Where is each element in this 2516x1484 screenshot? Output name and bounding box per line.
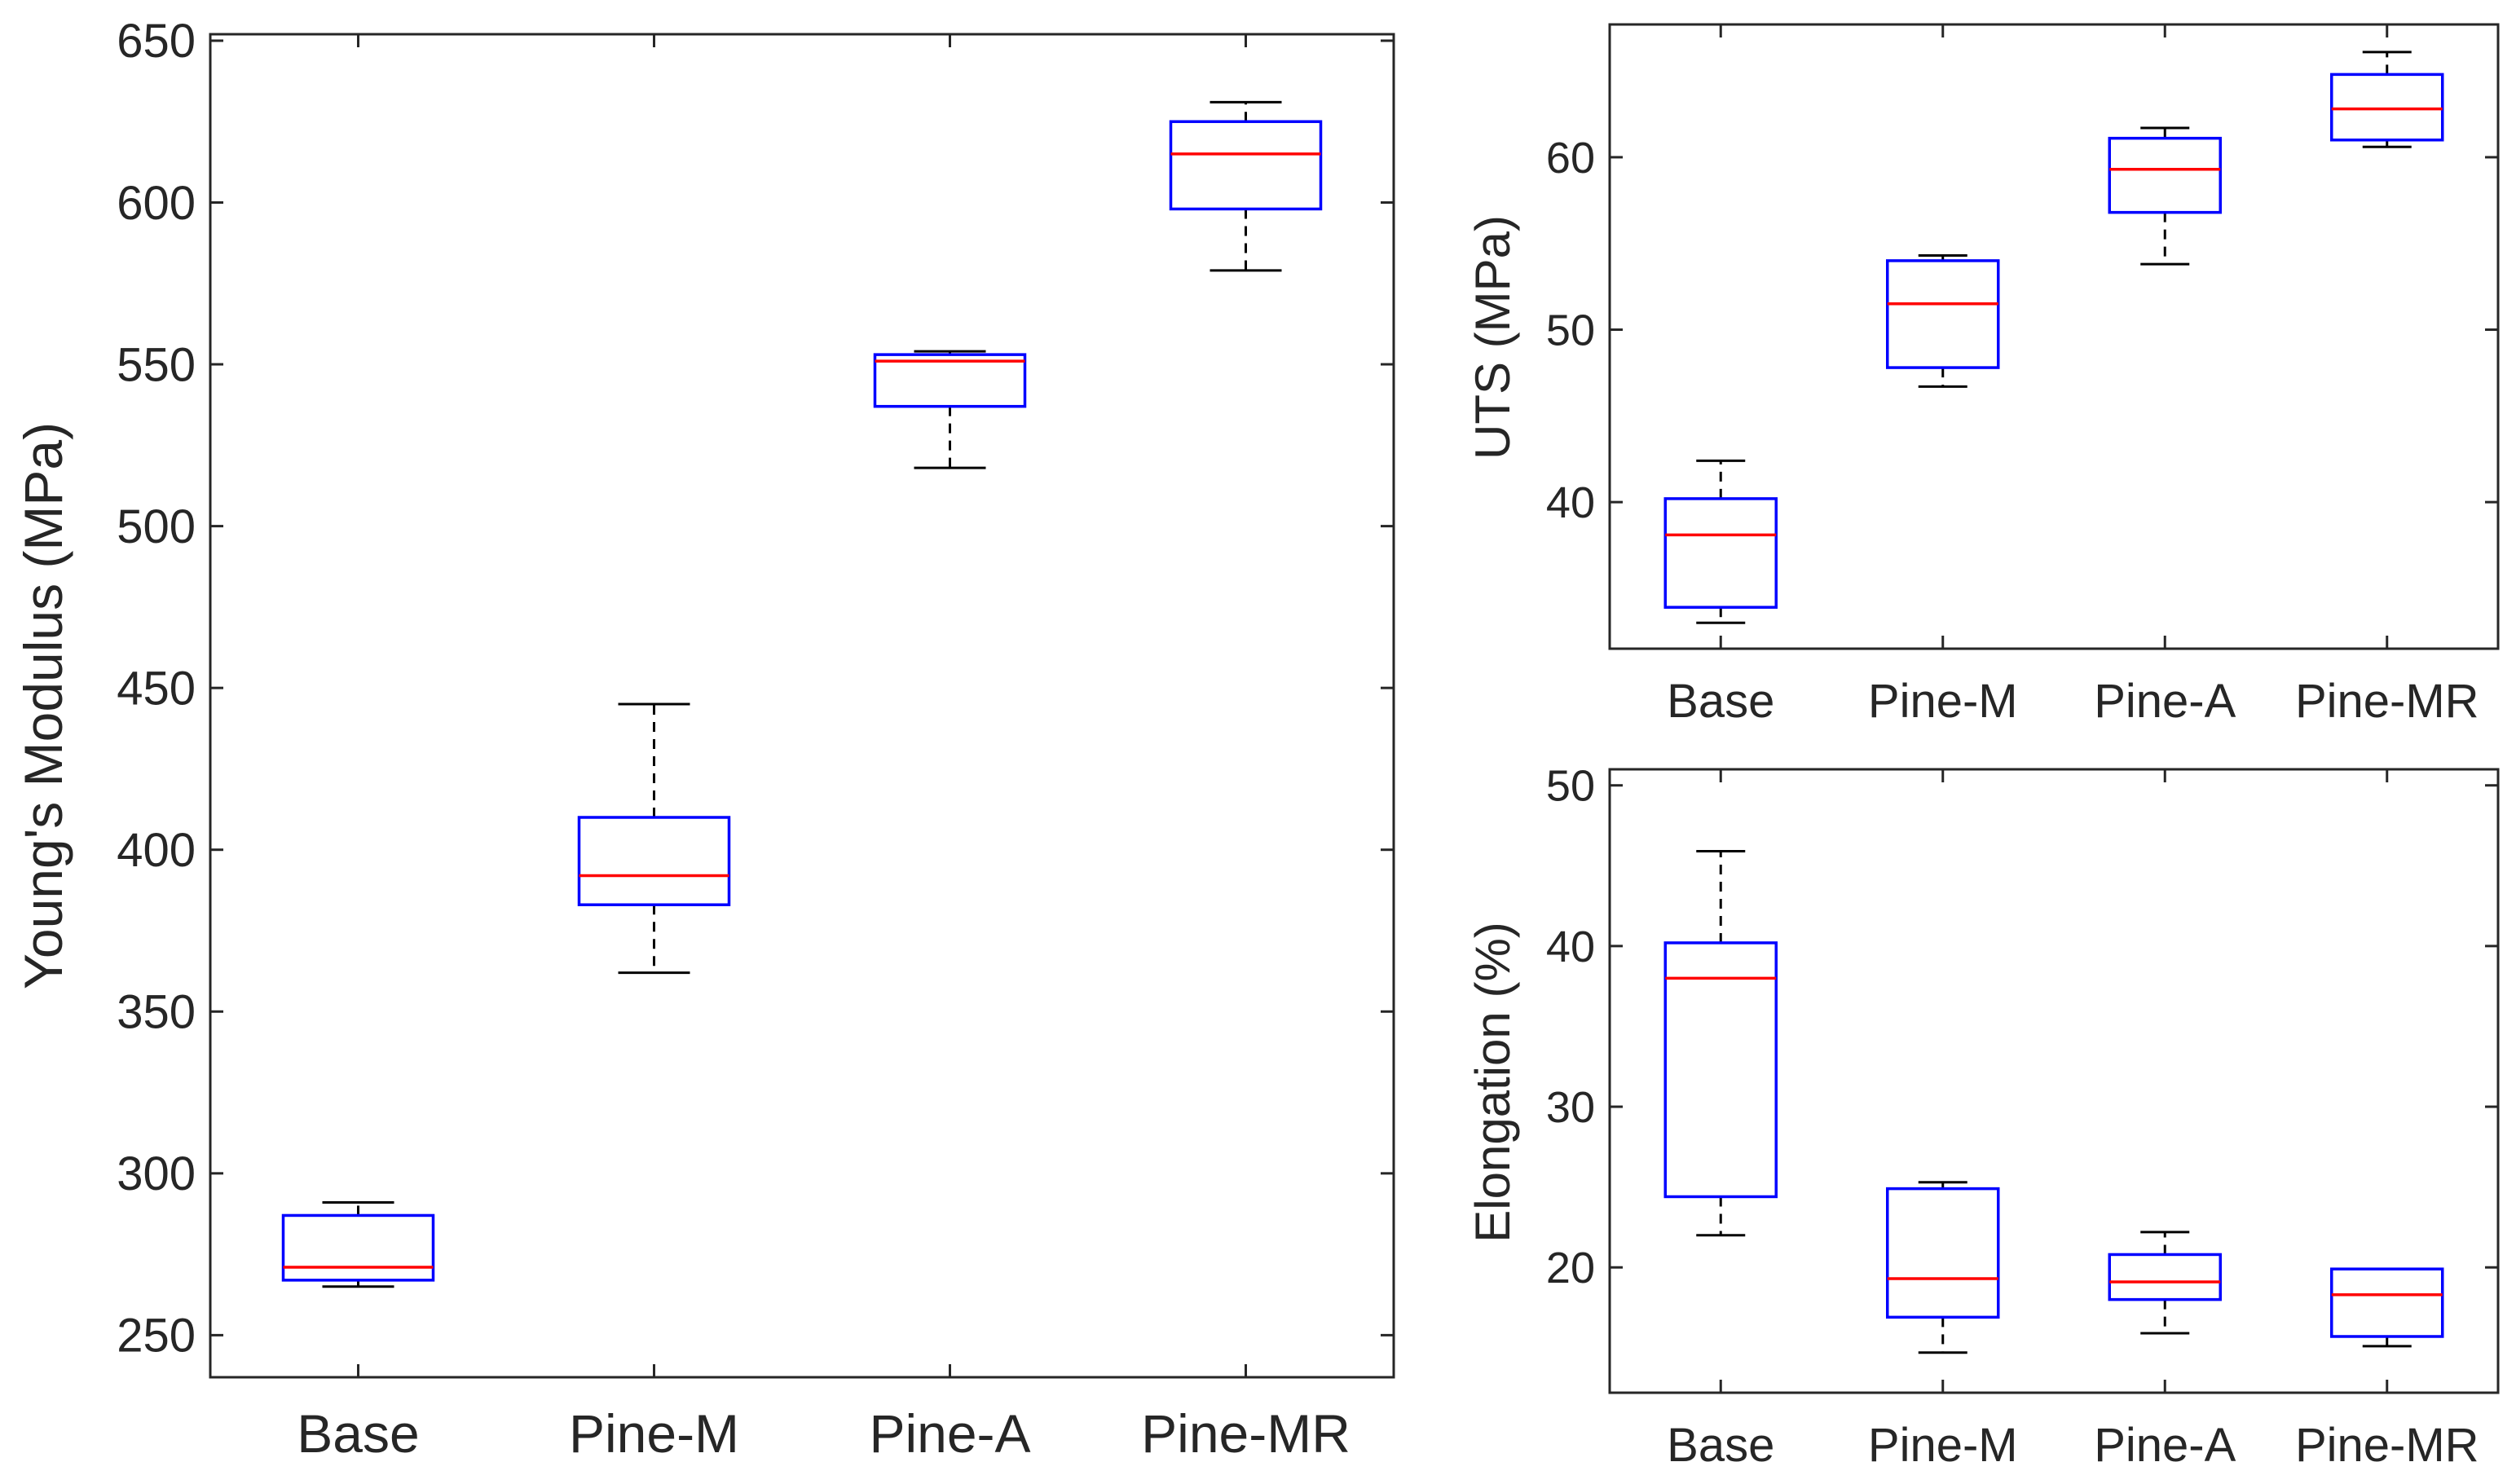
elongation-category-label: Pine-MR [2295,1419,2479,1472]
elongation-box-pine-a [2108,1231,2222,1335]
iqr-box [873,353,1027,408]
uts-category-label: Pine-MR [2295,675,2479,728]
uts-ytick-label: 40 [1546,478,1595,527]
uts-category-label: Pine-M [1868,675,2018,728]
elongation-box-pine-mr [2330,1267,2444,1348]
modulus-ytick-label: 500 [117,500,196,553]
uts-box-pine-mr [2330,51,2444,148]
iqr-box [2330,1267,2444,1338]
elongation-box-pine-m [1886,1181,2000,1354]
modulus-ytick-label: 550 [117,338,196,391]
elongation-panel: Elongation (%) 20 30 40 50 Base Pine-M Pine-A P… [1465,762,2500,1472]
modulus-box-pine-mr [1169,100,1323,272]
uts-category-label: Pine-A [2094,675,2236,728]
iqr-box [1663,497,1778,609]
modulus-ytick-label: 600 [117,177,196,230]
modulus-ytick-label: 450 [117,662,196,715]
modulus-panel: Young's Modulus (MPa) 250 300 350 400 450 500… [13,15,1395,1464]
uts-box-pine-m [1886,254,2000,388]
uts-plot-area: 40 50 60 Base Pine-M Pine-A Pine-MR [1546,23,2500,728]
modulus-category-label: Pine-M [569,1403,739,1464]
elongation-ylabel: Elongation (%) [1465,922,1520,1243]
elongation-ytick-label: 30 [1546,1083,1595,1132]
modulus-plot-area: 250 300 350 400 450 500 550 600 650 Base Pine-M Pin… [117,15,1395,1464]
uts-panel: UTS (MPa) 40 50 60 Base Pine-M Pine-A Pine-MR [1465,23,2500,728]
elongation-ytick-label: 50 [1546,762,1595,811]
iqr-box [1886,259,2000,369]
iqr-box [1886,1187,2000,1319]
iqr-box [577,816,731,906]
modulus-box-pine-a [873,350,1027,469]
modulus-category-label: Pine-MR [1141,1403,1351,1464]
iqr-box [1663,941,1778,1199]
modulus-ylabel: Young's Modulus (MPa) [13,422,73,989]
modulus-ytick-label: 350 [117,986,196,1039]
modulus-category-label: Base [297,1403,419,1464]
modulus-box-pine-m [577,702,731,975]
modulus-ytick-label: 300 [117,1147,196,1200]
iqr-box [281,1213,435,1282]
modulus-ytick-label: 250 [117,1310,196,1363]
elongation-category-label: Pine-M [1868,1419,2018,1472]
uts-ytick-label: 50 [1546,306,1595,354]
modulus-box-base [281,1201,435,1288]
iqr-box [2108,1253,2222,1301]
modulus-axes-frame [209,33,1395,1379]
uts-ylabel: UTS (MPa) [1465,215,1520,460]
uts-ytick-label: 60 [1546,134,1595,183]
uts-axes-frame [1608,23,2500,650]
uts-box-base [1663,459,1778,624]
elongation-plot-area: 20 30 40 50 Base Pine-M Pine-A Pine-MR [1546,762,2500,1472]
elongation-ytick-label: 20 [1546,1244,1595,1292]
elongation-category-label: Base [1667,1419,1774,1472]
elongation-ytick-label: 40 [1546,923,1595,971]
elongation-category-label: Pine-A [2094,1419,2236,1472]
elongation-box-base [1663,850,1778,1237]
modulus-ytick-label: 400 [117,824,196,877]
uts-category-label: Base [1667,675,1774,728]
iqr-box [2108,136,2222,214]
elongation-axes-frame [1608,768,2500,1394]
modulus-ytick-label: 650 [117,15,196,68]
iqr-box [1169,120,1323,211]
iqr-box [2330,73,2444,142]
uts-box-pine-a [2108,126,2222,266]
modulus-category-label: Pine-A [869,1403,1030,1464]
